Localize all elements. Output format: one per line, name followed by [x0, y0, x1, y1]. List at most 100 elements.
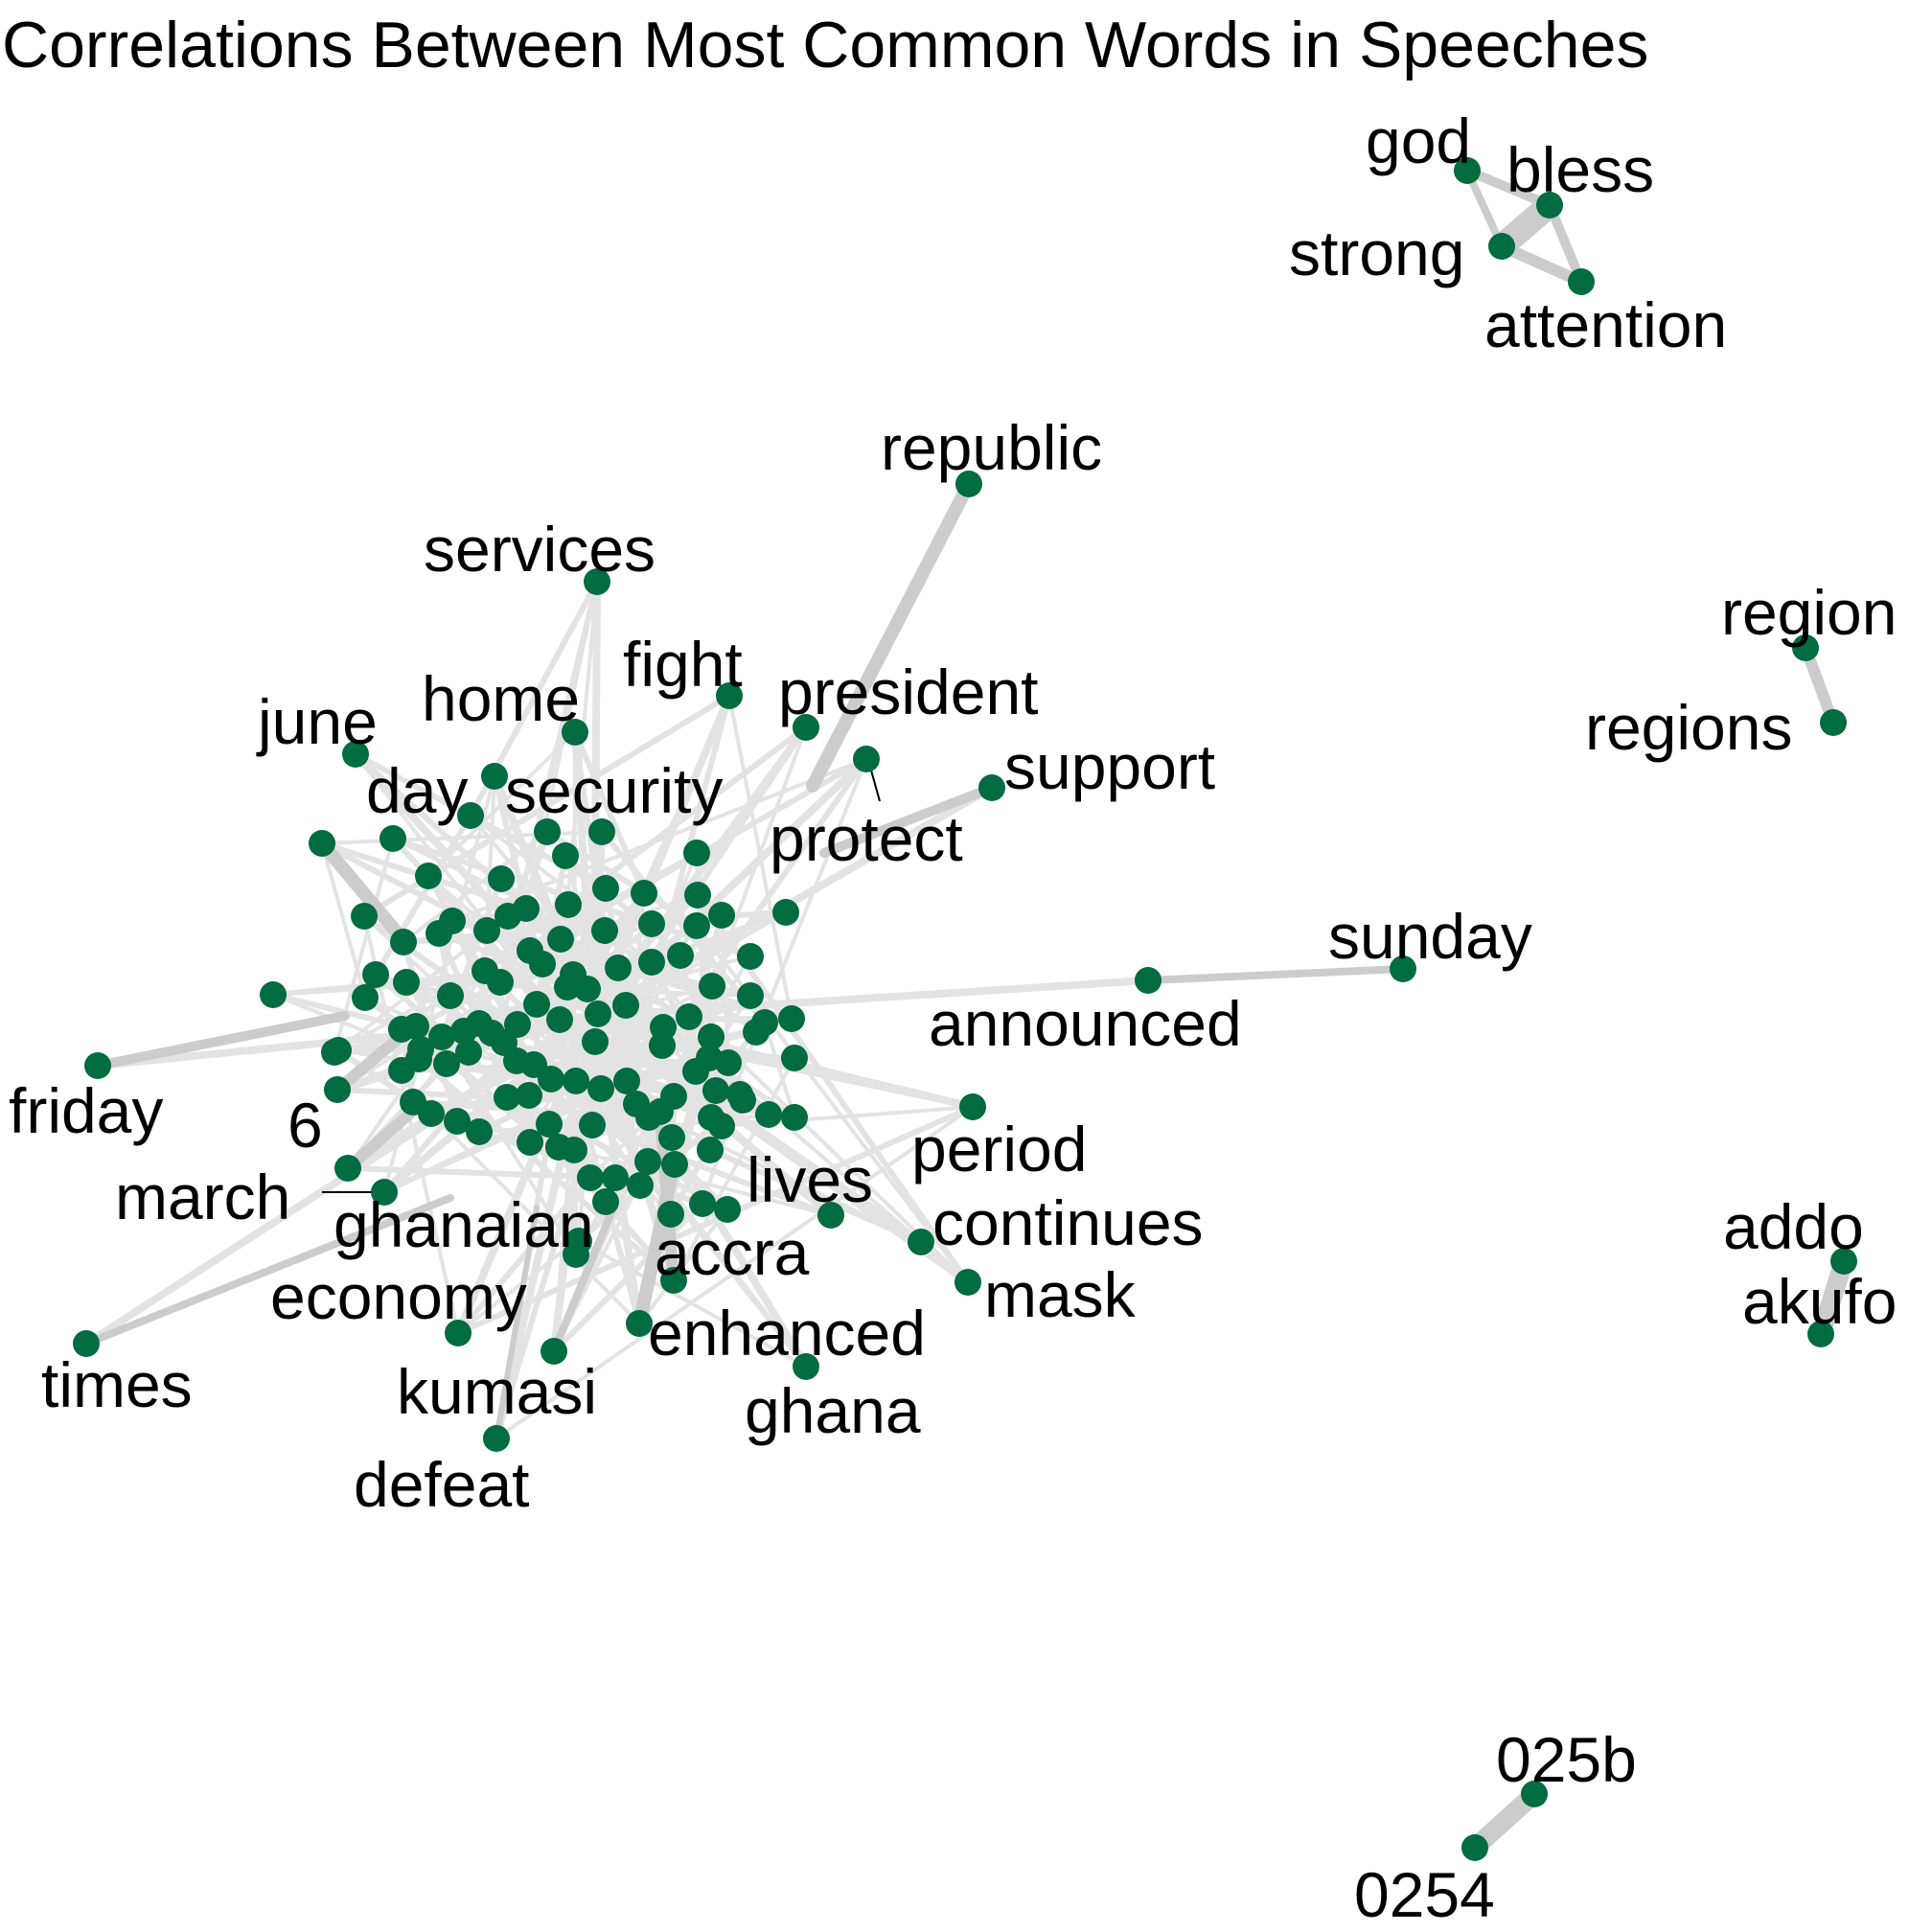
word-node — [402, 1013, 429, 1040]
word-node — [552, 842, 579, 869]
word-node — [634, 1148, 661, 1175]
word-node — [1820, 709, 1847, 736]
word-node — [536, 1111, 563, 1138]
word-node — [627, 1172, 654, 1199]
word-node — [660, 1267, 687, 1294]
word-node — [415, 862, 442, 889]
word-node — [781, 1045, 808, 1071]
spoke-edge — [380, 1012, 598, 1196]
word-node — [547, 926, 574, 953]
word-node — [612, 992, 639, 1019]
node-label: 0254 — [1354, 1859, 1495, 1930]
word-node — [585, 1000, 611, 1027]
node-label: day — [366, 755, 468, 826]
graph-title: Correlations Between Most Common Words i… — [2, 9, 1648, 81]
correlation-edge — [1545, 200, 1586, 287]
word-node — [418, 1100, 445, 1127]
word-node — [466, 1118, 493, 1145]
word-node — [635, 1104, 662, 1131]
word-node — [592, 1188, 619, 1215]
correlation-edge — [494, 1205, 540, 1441]
node-label: god — [1366, 105, 1471, 176]
word-node — [626, 1310, 653, 1337]
word-node — [793, 714, 819, 741]
word-node — [362, 961, 389, 988]
word-node — [954, 1269, 981, 1296]
word-node — [1390, 955, 1416, 982]
word-node — [853, 746, 880, 772]
node-label: addo — [1723, 1191, 1864, 1262]
node-label: republic — [881, 412, 1102, 483]
word-node — [380, 825, 406, 852]
word-node — [689, 1190, 716, 1217]
node-label: strong — [1289, 218, 1464, 288]
cluster-edge — [672, 1056, 796, 1282]
nodes-layer — [73, 157, 1857, 1861]
word-node — [649, 1032, 676, 1059]
node-label: ghanaian — [334, 1189, 594, 1260]
word-node — [817, 1202, 844, 1229]
word-node — [657, 1201, 684, 1228]
word-node — [351, 903, 378, 930]
node-label: 6 — [288, 1090, 323, 1161]
word-node — [516, 1082, 542, 1109]
word-node — [737, 982, 764, 1009]
word-node — [437, 982, 464, 1009]
word-node — [494, 1084, 520, 1111]
word-node — [405, 1046, 432, 1072]
correlation-edge — [1496, 241, 1587, 288]
word-node — [660, 1083, 687, 1110]
node-label: economy — [270, 1261, 527, 1332]
word-node — [955, 471, 982, 497]
spoke-edge — [571, 728, 598, 1020]
word-node — [588, 818, 615, 845]
word-node — [631, 880, 657, 907]
word-node — [698, 1024, 724, 1050]
word-node — [708, 902, 735, 929]
word-node — [1536, 192, 1563, 218]
word-node — [574, 976, 601, 1002]
cluster-edge — [624, 693, 732, 1084]
word-node — [587, 1075, 614, 1102]
correlation-edge — [82, 1194, 454, 1347]
word-node — [393, 969, 420, 996]
correlation-edge — [93, 1011, 350, 1070]
correlation-edge — [550, 1204, 617, 1355]
word-node — [715, 1049, 742, 1076]
correlation-edge — [1144, 965, 1407, 984]
node-label: continues — [932, 1187, 1204, 1258]
word-node — [444, 1108, 471, 1135]
word-node — [726, 1081, 753, 1108]
word-node — [638, 949, 665, 976]
cluster-edge — [645, 1159, 809, 1369]
word-node — [1830, 1248, 1857, 1275]
word-node — [684, 882, 711, 908]
word-node — [577, 1164, 604, 1191]
node-label: attention — [1484, 289, 1727, 360]
cluster-edge — [551, 1201, 705, 1354]
word-node — [481, 763, 508, 790]
word-node — [563, 1068, 589, 1094]
node-label: mask — [984, 1259, 1137, 1330]
word-node — [390, 929, 417, 955]
word-node — [84, 1052, 111, 1079]
word-node — [324, 1076, 351, 1103]
word-node — [772, 899, 799, 926]
node-label: defeat — [354, 1449, 530, 1520]
node-label: lives — [747, 1144, 873, 1215]
correlation-edge — [332, 1029, 408, 1095]
node-label: home — [422, 663, 580, 734]
word-node — [473, 917, 500, 944]
cluster-edge — [345, 1165, 618, 1181]
cluster-edge — [335, 929, 607, 1092]
word-node — [743, 1019, 770, 1046]
node-label: protect — [770, 803, 963, 874]
word-node — [352, 984, 379, 1011]
word-node — [513, 895, 540, 922]
word-node — [534, 818, 561, 845]
word-node — [428, 1024, 455, 1050]
correlation-edge — [342, 1106, 418, 1174]
word-node — [781, 1104, 808, 1131]
node-label: june — [256, 686, 378, 757]
